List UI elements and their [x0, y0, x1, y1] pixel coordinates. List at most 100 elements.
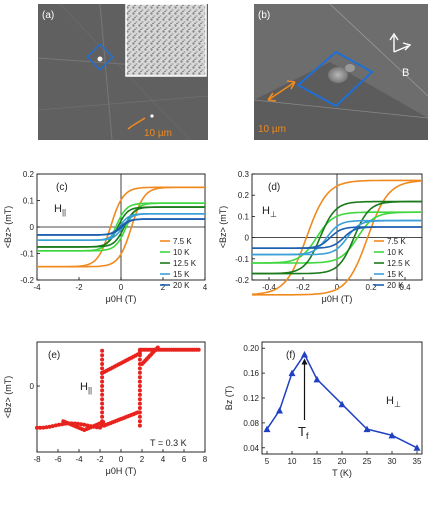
- data-point: [100, 397, 105, 402]
- data-point: [137, 392, 142, 397]
- data-point: [100, 419, 105, 424]
- x-tick-label: 0: [119, 455, 124, 464]
- y-tick-label: 0.12: [243, 394, 259, 403]
- panel-e-temperature: T = 0.3 K: [150, 438, 187, 448]
- x-tick-label: 0: [335, 283, 340, 292]
- peak-arrow-head: [301, 358, 308, 365]
- y-axis-label: Bz (T): [224, 386, 234, 411]
- panel-a-scale: 10 µm: [144, 128, 172, 139]
- y-tick-label: 0.2: [238, 191, 250, 200]
- legend-label: 20 K: [173, 281, 190, 290]
- x-tick-label: 20: [338, 457, 347, 466]
- x-tick-label: 0: [119, 283, 124, 292]
- y-tick-label: 0.1: [23, 197, 35, 206]
- data-point: [100, 348, 105, 353]
- x-tick-label: 25: [363, 457, 372, 466]
- panel-c-tag: (c): [56, 182, 68, 193]
- x-tick-label: 0.2: [365, 283, 377, 292]
- x-axis-label: μ0H (T): [106, 466, 137, 476]
- x-tick-label: 2: [161, 283, 166, 292]
- panel-f-tag: (f): [286, 350, 295, 361]
- panel-e-field: H||: [80, 381, 92, 395]
- x-tick-label: 2: [140, 455, 145, 464]
- series-d-down: [252, 211, 422, 264]
- y-tick-label: 0.2: [23, 170, 35, 179]
- x-tick-label: -2: [75, 283, 83, 292]
- x-tick-label: 0.4: [399, 283, 411, 292]
- data-point: [137, 384, 142, 388]
- series-c-down: [37, 213, 205, 241]
- data-point: [338, 400, 346, 408]
- data-point: [263, 425, 271, 433]
- data-point: [137, 357, 142, 362]
- legend-label: 12.5 K: [173, 259, 197, 268]
- panel-d-field: H⊥: [262, 205, 277, 219]
- data-point: [100, 375, 105, 380]
- data-point: [137, 375, 142, 380]
- data-point: [44, 425, 49, 430]
- data-point: [137, 366, 142, 371]
- y-tick-label: 0.20: [243, 344, 259, 353]
- x-tick-label: 10: [288, 457, 297, 466]
- x-axis-label: μ0H (T): [106, 294, 137, 304]
- series-d-down: [252, 219, 422, 256]
- data-point: [155, 345, 160, 350]
- data-point: [137, 423, 142, 428]
- y-axis-label: <Bz> (mT): [3, 376, 13, 419]
- sem-inset: [125, 3, 207, 77]
- y-tick-label: 0.16: [243, 369, 259, 378]
- y-tick-label: 0: [30, 382, 35, 391]
- x-tick-label: -4: [75, 455, 83, 464]
- data-point: [137, 370, 142, 375]
- legend-label: 15 K: [387, 270, 404, 279]
- data-point: [35, 425, 39, 430]
- data-point: [100, 370, 105, 375]
- data-point: [100, 414, 105, 419]
- data-point: [137, 397, 142, 402]
- y-axis-label: <Bz> (mT): [218, 206, 228, 249]
- data-point: [100, 384, 105, 388]
- panel-a-tag: (a): [42, 10, 54, 21]
- x-tick-label: 15: [313, 457, 322, 466]
- data-point: [301, 350, 308, 358]
- x-tick-label: 35: [413, 457, 422, 466]
- data-point: [47, 424, 52, 429]
- sample-box: [296, 50, 374, 108]
- x-tick-label: -2: [96, 455, 104, 464]
- panel-b-tag: (b): [258, 10, 270, 21]
- panel-d-tag: (d): [268, 182, 280, 193]
- series-c-down: [37, 218, 205, 236]
- series-c-down: [37, 186, 205, 268]
- y-tick-label: 0.04: [243, 444, 259, 453]
- x-tick-label: 4: [203, 283, 208, 292]
- y-tick-label: -0.1: [20, 250, 34, 259]
- data-point: [313, 375, 321, 383]
- x-tick-label: -0.4: [262, 283, 276, 292]
- x-tick-label: 8: [203, 455, 208, 464]
- data-point: [100, 423, 105, 428]
- legend-label: 7.5 K: [173, 237, 192, 246]
- legend-label: 7.5 K: [387, 237, 406, 246]
- data-point: [363, 425, 371, 433]
- x-tick-label: 5: [265, 457, 270, 466]
- x-tick-label: 30: [388, 457, 397, 466]
- data-point: [137, 401, 142, 406]
- data-point: [79, 422, 84, 427]
- data-point: [100, 401, 105, 406]
- data-point: [100, 388, 105, 393]
- y-tick-label: -0.2: [235, 276, 249, 285]
- data-point: [137, 388, 142, 393]
- freezing-temp-label: Tf: [298, 424, 309, 441]
- y-tick-label: -0.2: [20, 276, 34, 285]
- series-c-down: [37, 202, 205, 252]
- data-point: [57, 422, 61, 427]
- legend-label: 12.5 K: [387, 259, 411, 268]
- data-point: [288, 369, 296, 377]
- x-tick-label: -8: [33, 455, 41, 464]
- data-point: [100, 410, 105, 415]
- field-direction-label: B: [402, 67, 409, 79]
- x-tick-label: -0.2: [296, 283, 310, 292]
- series-d-down: [252, 200, 422, 275]
- legend-label: 15 K: [173, 270, 190, 279]
